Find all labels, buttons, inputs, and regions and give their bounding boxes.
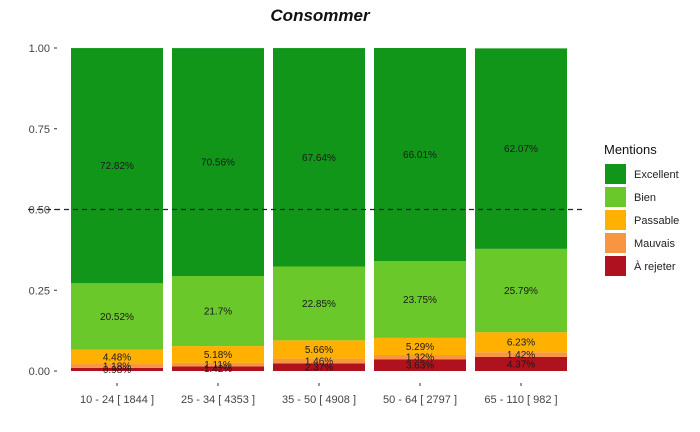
x-tick-label: 50 - 64 [ 2797 ] bbox=[383, 394, 457, 406]
bar-segment bbox=[475, 332, 567, 353]
legend-label: Mauvais bbox=[634, 238, 675, 250]
bar-segment bbox=[71, 367, 163, 371]
segment-value-label: 21.7% bbox=[204, 307, 232, 318]
legend-swatch bbox=[605, 256, 626, 276]
segment-value-label: 4.48% bbox=[103, 352, 131, 363]
legend: Mentions Excellent Bien Passable Mauvais À r… bbox=[604, 142, 679, 276]
segment-value-label: 5.18% bbox=[204, 350, 232, 361]
y-tick-label: 0.00 bbox=[29, 366, 50, 378]
bar-segment bbox=[172, 276, 264, 347]
segment-value-label: 6.23% bbox=[507, 338, 535, 349]
legend-label: Excellent bbox=[634, 169, 679, 181]
legend-swatch bbox=[605, 233, 626, 253]
segment-value-label: 1.42% bbox=[507, 350, 535, 361]
segment-value-label: 4.37% bbox=[507, 359, 535, 370]
legend-swatch bbox=[605, 187, 626, 207]
y-axis: 0.00 0.25 0.50 0.75 1.00 bbox=[29, 43, 57, 378]
bar-segment bbox=[475, 352, 567, 357]
x-tick-label: 65 - 110 [ 982 ] bbox=[484, 394, 557, 406]
segment-value-label: 2.37% bbox=[305, 363, 333, 374]
segment-value-label: 5.66% bbox=[305, 345, 333, 356]
legend-label: Bien bbox=[634, 192, 656, 204]
bar-segment bbox=[475, 356, 567, 371]
segment-value-label: 23.75% bbox=[403, 295, 437, 306]
segment-value-label: 1.42% bbox=[204, 364, 232, 375]
y-tick-label: 0.50 bbox=[29, 205, 50, 217]
bar-segment bbox=[71, 48, 163, 284]
legend-swatch bbox=[605, 164, 626, 184]
segment-value-label: 1.11% bbox=[204, 360, 232, 371]
bar-segment bbox=[273, 363, 365, 371]
bar-segment bbox=[71, 349, 163, 365]
segment-value-label: 72.82% bbox=[100, 161, 134, 172]
x-tick-label: 10 - 24 [ 1844 ] bbox=[80, 394, 154, 406]
chart-title: Consommer bbox=[270, 6, 371, 25]
bar-segment bbox=[172, 346, 264, 363]
segment-value-label: 0.98% bbox=[103, 365, 131, 376]
bar-segment bbox=[71, 364, 163, 368]
bar-segment bbox=[273, 266, 365, 341]
segment-value-label: 1.18% bbox=[103, 361, 131, 372]
bar-segment bbox=[273, 358, 365, 364]
bar-segment bbox=[374, 337, 466, 356]
bar-segment bbox=[71, 283, 163, 350]
segment-value-label: 70.56% bbox=[201, 158, 235, 169]
y-tick-label: 0.25 bbox=[29, 285, 50, 297]
bars bbox=[71, 48, 567, 371]
segment-labels: 0.98%1.18%4.48%20.52%72.82%1.42%1.11%5.1… bbox=[100, 144, 538, 376]
x-tick-label: 25 - 34 [ 4353 ] bbox=[181, 394, 255, 406]
legend-label: Passable bbox=[634, 215, 679, 227]
bar-segment bbox=[374, 261, 466, 338]
segment-value-label: 5.29% bbox=[406, 342, 434, 353]
x-axis: 10 - 24 [ 1844 ] 25 - 34 [ 4353 ] 35 - 50 … bbox=[80, 383, 558, 406]
segment-value-label: 62.07% bbox=[504, 144, 538, 155]
bar-segment bbox=[273, 48, 365, 267]
bar-segment bbox=[172, 362, 264, 367]
bar-segment bbox=[374, 48, 466, 262]
bar-segment bbox=[172, 48, 264, 277]
bar-segment bbox=[374, 359, 466, 371]
segment-value-label: 20.52% bbox=[100, 312, 134, 323]
legend-title: Mentions bbox=[604, 142, 657, 157]
segment-value-label: 22.85% bbox=[302, 299, 336, 310]
legend-label: À rejeter bbox=[634, 260, 676, 273]
y-tick-label: 1.00 bbox=[29, 43, 50, 55]
segment-value-label: 66.01% bbox=[403, 150, 437, 161]
bar-segment bbox=[374, 355, 466, 360]
segment-value-label: 1.32% bbox=[406, 353, 434, 364]
y-tick-label: 0.75 bbox=[29, 124, 50, 136]
segment-value-label: 67.64% bbox=[302, 153, 336, 164]
bar-segment bbox=[273, 340, 365, 359]
segment-value-label: 3.63% bbox=[406, 361, 434, 372]
bar-segment bbox=[475, 48, 567, 249]
legend-swatch bbox=[605, 210, 626, 230]
bar-segment bbox=[172, 366, 264, 371]
bar-segment bbox=[475, 248, 567, 333]
x-tick-label: 35 - 50 [ 4908 ] bbox=[282, 394, 356, 406]
segment-value-label: 25.79% bbox=[504, 286, 538, 297]
segment-value-label: 1.46% bbox=[305, 356, 333, 367]
